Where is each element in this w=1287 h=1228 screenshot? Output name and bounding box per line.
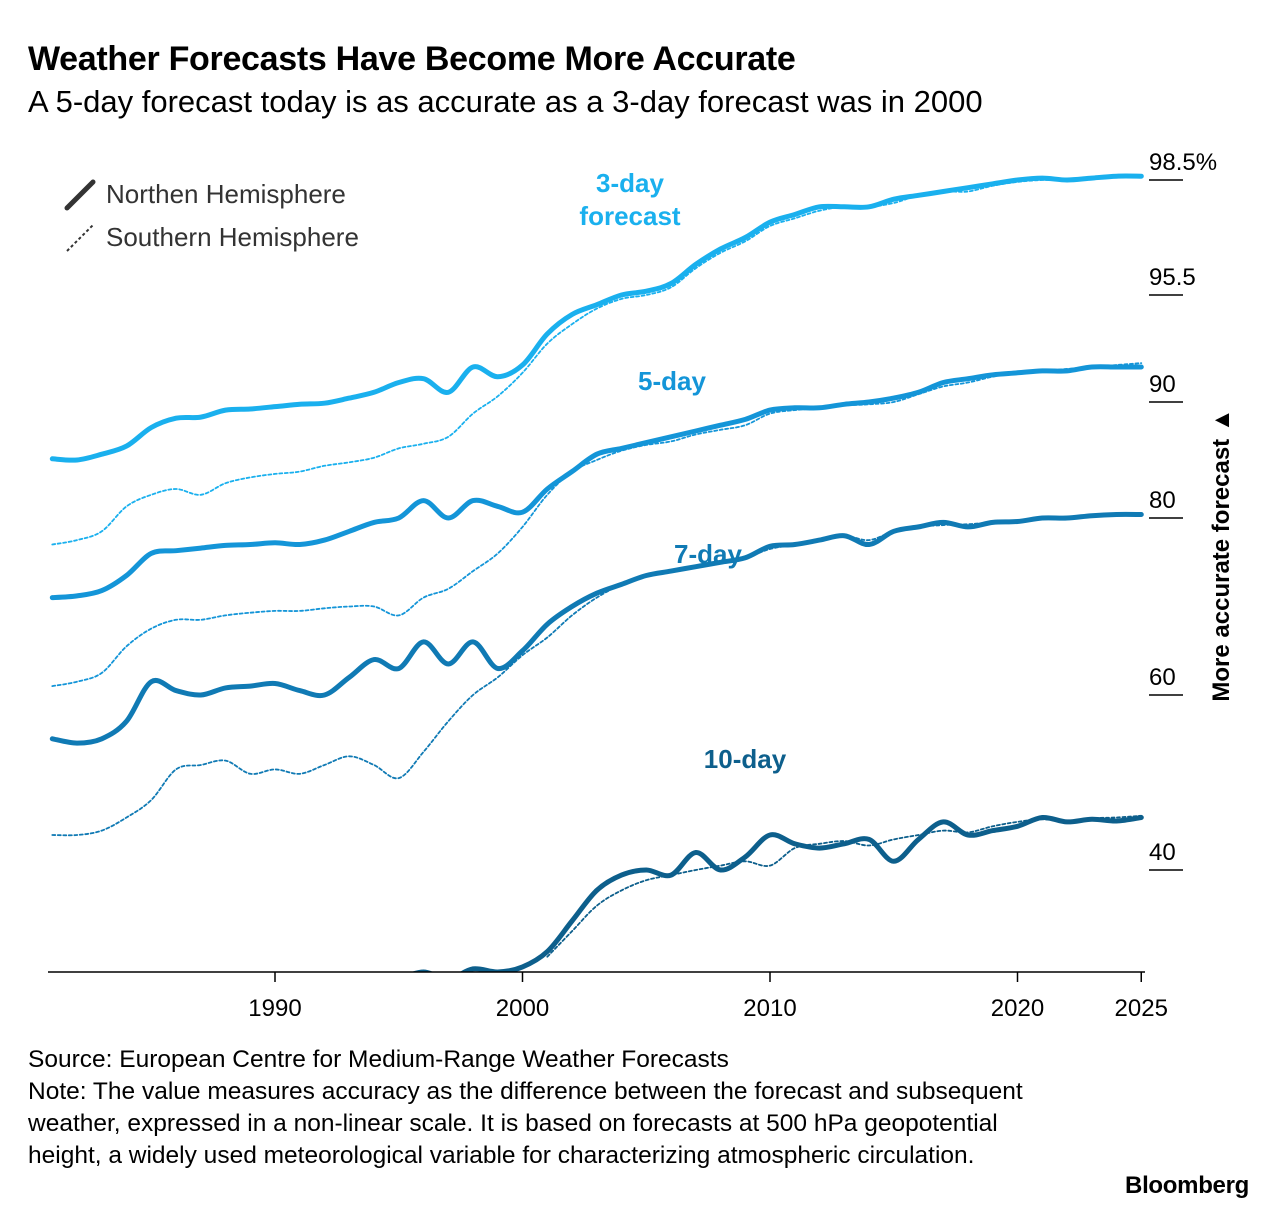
legend-item-southern: Southern Hemisphere [62, 219, 359, 255]
series-line-7-day-south [51, 513, 1143, 837]
series-line-5-day-north [49, 364, 1144, 601]
series-line-3-day-north [49, 173, 1144, 463]
solid-line-icon [64, 179, 96, 211]
y-tick-label-80: 80 [1149, 487, 1176, 514]
series-label-3-day: 3-day [596, 168, 664, 198]
chart-title: Weather Forecasts Have Become More Accur… [28, 40, 796, 78]
y-tick-label-95.5: 95.5 [1149, 264, 1196, 291]
series-line-3-day-south [51, 175, 1143, 546]
series-line-7-day-north [49, 511, 1144, 746]
source-text: Source: European Centre for Medium-Range… [28, 1046, 729, 1073]
x-tick-label-2010: 2010 [743, 995, 796, 1022]
series-line-10-day-south [546, 814, 1143, 958]
dotted-line-icon [66, 224, 94, 252]
series-label-3-day: forecast [579, 201, 680, 231]
x-tick-label-2000: 2000 [496, 995, 549, 1022]
x-tick-label-2020: 2020 [991, 995, 1044, 1022]
y-tick-label-90: 90 [1149, 371, 1176, 398]
series-line-10-day-north [410, 814, 1144, 972]
y-tick-label-98.5: 98.5% [1149, 149, 1217, 176]
y-tick-label-60: 60 [1149, 664, 1176, 691]
axis-layer: 1990 2000 2010 2020 2025 98.5% 95.5 90 80 60 40 [48, 149, 1217, 1022]
series-line-5-day-south [51, 362, 1143, 687]
x-tick-label-1990: 1990 [248, 995, 301, 1022]
x-tick-label-2025: 2025 [1115, 995, 1168, 1022]
legend-label-northern: Northen Hemisphere [106, 178, 346, 209]
y-tick-label-40: 40 [1149, 839, 1176, 866]
note-text: Note: The value measures accuracy as the… [28, 1078, 1023, 1169]
series-label-5-day: 5-day [638, 366, 706, 396]
legend-label-southern: Southern Hemisphere [106, 221, 359, 252]
footer-notes: Source: European Centre for Medium-Range… [28, 1044, 1028, 1172]
series-layer [49, 173, 1144, 972]
series-label-7-day: 7-day [674, 539, 742, 569]
series-label-10-day: 10-day [704, 744, 787, 774]
bloomberg-logo: Bloomberg [1125, 1172, 1249, 1199]
chart-subtitle: A 5-day forecast today is as accurate as… [28, 84, 983, 119]
y-axis-label: More accurate forecast ▲ [1208, 408, 1235, 702]
legend-item-northern: Northen Hemisphere [62, 176, 346, 212]
